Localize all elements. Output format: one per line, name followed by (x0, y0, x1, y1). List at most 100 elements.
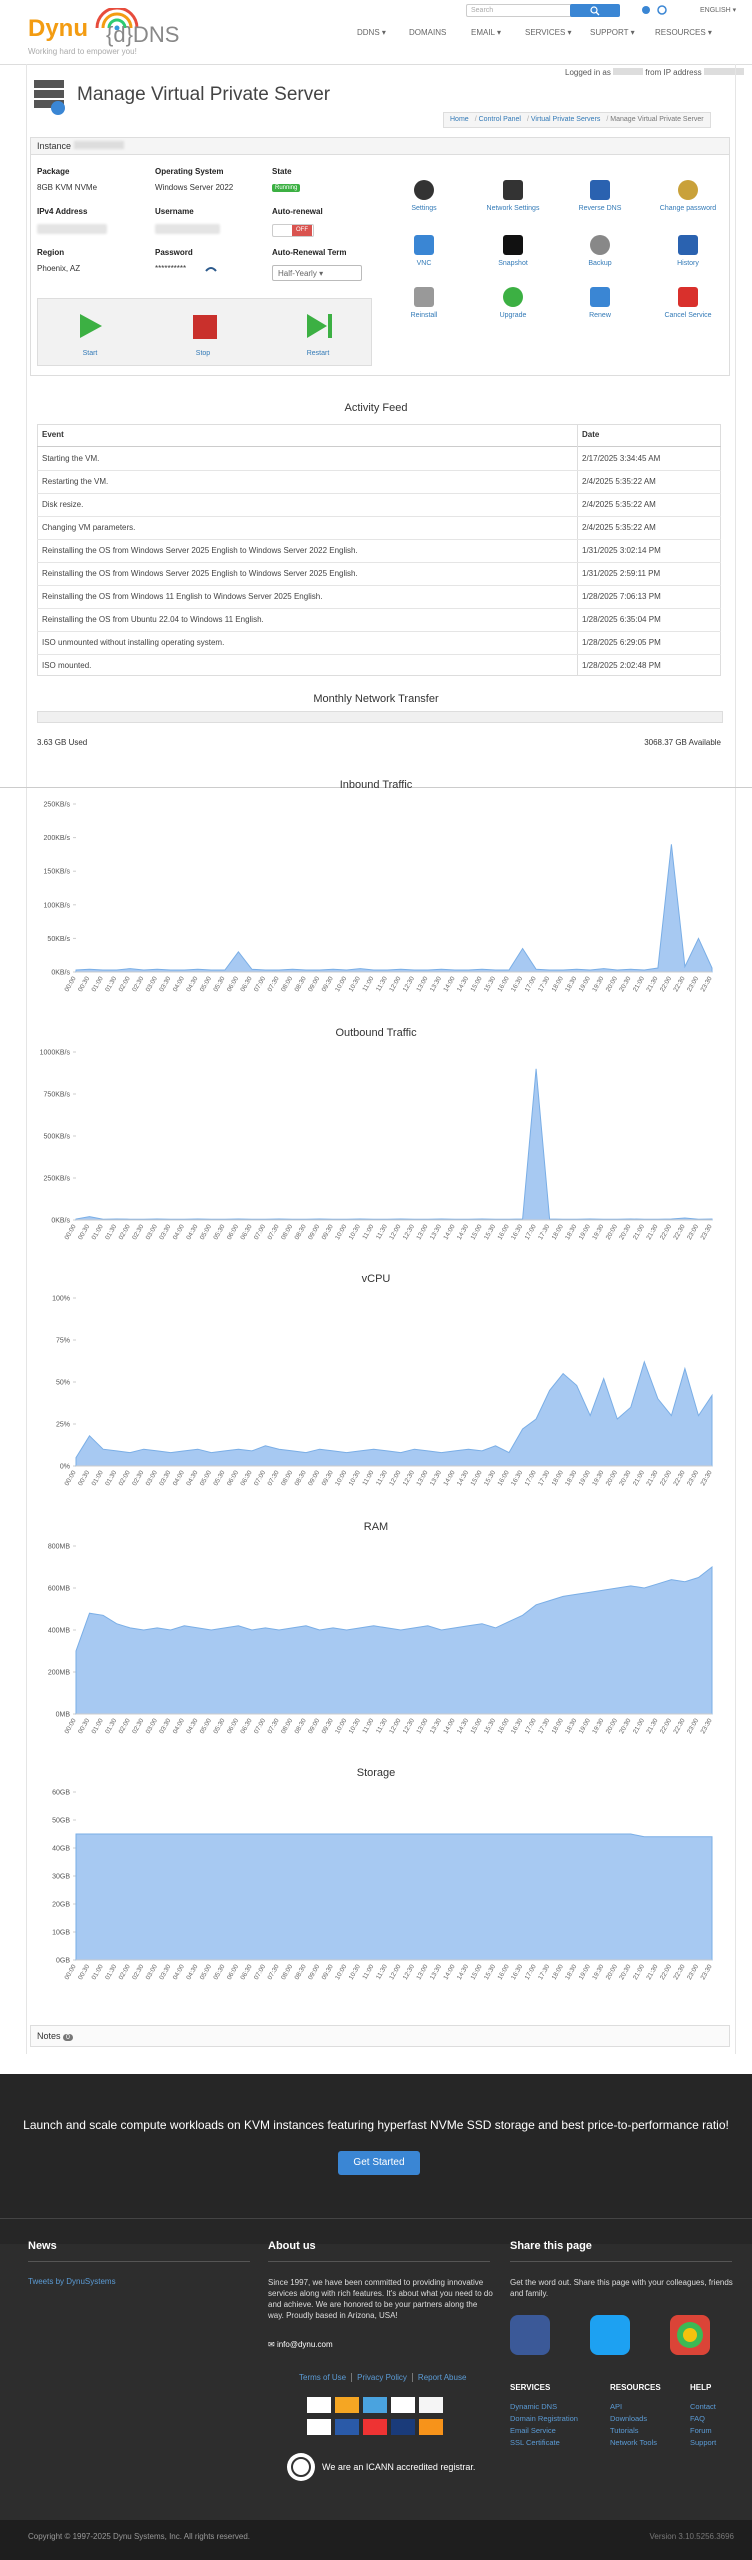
tool-icon[interactable] (411, 284, 437, 310)
footer-link[interactable]: Tutorials (610, 2426, 639, 2435)
language[interactable]: ENGLISH (700, 6, 736, 14)
power-label[interactable]: Stop (195, 350, 211, 357)
search-button[interactable] (570, 4, 620, 17)
legal-link[interactable]: Terms of Use (299, 2373, 347, 2382)
tool-glyph (590, 180, 610, 200)
y-tick-label: 75% (56, 1338, 70, 1345)
tool-icon[interactable] (411, 177, 437, 203)
tool-icon[interactable] (675, 284, 701, 310)
power-label[interactable]: Restart (306, 350, 330, 357)
x-tick-label: 09:00 (307, 975, 321, 993)
footer-link[interactable]: Support (690, 2438, 717, 2447)
tagline: Working hard to empower you! (28, 47, 137, 56)
eye-icon[interactable] (205, 266, 217, 274)
tool-label[interactable]: Renew (589, 312, 611, 319)
nav-item[interactable]: DOMAINS (409, 28, 447, 37)
tool-icon[interactable] (500, 284, 526, 310)
nav-item[interactable]: RESOURCES (655, 28, 712, 37)
select[interactable]: Half-Yearly (272, 265, 362, 281)
breadcrumb-item[interactable]: Control Panel (472, 113, 524, 127)
tool-label[interactable]: Backup (588, 260, 612, 267)
tool-label[interactable]: Network Settings (486, 205, 540, 212)
x-tick-label: 07:00 (253, 1717, 267, 1735)
tool-icon[interactable] (500, 232, 526, 258)
cta-button[interactable]: Get Started (338, 2151, 420, 2175)
tool-label[interactable]: Settings (411, 205, 437, 212)
tool-label[interactable]: Reverse DNS (578, 205, 622, 212)
x-tick-label: 03:00 (145, 1469, 159, 1487)
table-cell: 1/28/2025 6:35:04 PM (582, 615, 661, 624)
table-cell: 1/31/2025 3:02:14 PM (582, 546, 661, 555)
email-text[interactable]: info@dynu.com (276, 2340, 333, 2349)
footer-link[interactable]: Downloads (610, 2414, 648, 2423)
tool-icon[interactable] (411, 232, 437, 258)
tool-label[interactable]: VNC (416, 260, 432, 267)
nav-item[interactable]: SERVICES (525, 28, 572, 37)
news-link[interactable]: Tweets by DynuSystems (28, 2277, 116, 2286)
tool-label[interactable]: Cancel Service (664, 312, 712, 319)
x-tick-label: 06:30 (239, 1717, 253, 1735)
power-label[interactable]: Start (82, 350, 98, 357)
account-icons[interactable] (640, 4, 670, 17)
footer-rule (0, 2218, 752, 2219)
footer-link[interactable]: API (610, 2402, 623, 2411)
tool-icon[interactable] (500, 177, 526, 203)
x-tick-label: 02:30 (131, 1717, 145, 1735)
breadcrumb-item[interactable]: Virtual Private Servers (524, 113, 603, 127)
search-input[interactable]: Search (466, 4, 574, 17)
footer-link[interactable]: Domain Registration (510, 2414, 578, 2423)
x-tick-label: 14:00 (442, 1223, 456, 1241)
x-tick-label: 15:30 (483, 1223, 497, 1241)
table-cell: Changing VM parameters. (42, 523, 136, 532)
area (75, 844, 713, 973)
tool-label[interactable]: Snapshot (498, 260, 528, 267)
x-tick-label: 09:30 (321, 1963, 335, 1981)
x-tick-label: 07:30 (267, 1469, 281, 1487)
tool-icon[interactable] (675, 177, 701, 203)
tool-icon[interactable] (587, 232, 613, 258)
footer-link[interactable]: Contact (690, 2402, 716, 2411)
x-tick-label: 04:30 (185, 1223, 199, 1241)
x-tick-label: 07:30 (267, 1223, 281, 1241)
tool-label[interactable]: Reinstall (410, 312, 438, 319)
notes[interactable]: Notes 0 (37, 2031, 73, 2041)
x-tick-label: 05:00 (199, 1223, 213, 1241)
x-tick-label: 02:30 (131, 1469, 145, 1487)
x-tick-label: 22:00 (659, 1963, 673, 1981)
footer-link[interactable]: Network Tools (610, 2438, 657, 2447)
footer-link[interactable]: Email Service (510, 2426, 556, 2435)
footer-link[interactable]: SSL Certificate (510, 2438, 560, 2447)
x-tick-label: 12:00 (388, 975, 402, 993)
social-icons[interactable] (508, 2313, 738, 2359)
footer-link[interactable]: FAQ (690, 2414, 706, 2423)
nav-item[interactable]: EMAIL (471, 28, 501, 37)
logo[interactable]: Dynu (28, 15, 88, 42)
x-tick-label: 19:30 (591, 975, 605, 993)
legal-link[interactable]: Privacy Policy (351, 2373, 412, 2382)
tool-icon[interactable] (675, 232, 701, 258)
x-tick-label: 07:00 (253, 1223, 267, 1241)
about-rule (268, 2261, 490, 2262)
x-tick-label: 20:00 (605, 1717, 619, 1735)
nav-item[interactable]: DDNS (357, 28, 386, 37)
tool-label[interactable]: History (677, 260, 699, 267)
logged-in-text: Logged in as (565, 68, 611, 77)
x-tick-label: 04:30 (185, 975, 199, 993)
main-panel (26, 64, 736, 2054)
about-email[interactable]: ✉ info@dynu.com (268, 2340, 333, 2349)
tool-icon[interactable] (587, 284, 613, 310)
footer-link[interactable]: Dynamic DNS (510, 2402, 558, 2411)
x-tick-label: 09:30 (321, 1469, 335, 1487)
footer-link[interactable]: Forum (690, 2426, 712, 2435)
table-cell: 2/4/2025 5:35:22 AM (582, 500, 656, 509)
tool-icon[interactable] (587, 177, 613, 203)
breadcrumb-item[interactable]: Home (450, 116, 469, 123)
legal-link[interactable]: Report Abuse (411, 2373, 471, 2382)
nav-item[interactable]: SUPPORT (590, 28, 635, 37)
x-tick-label: 13:00 (415, 1469, 429, 1487)
logo-dns[interactable]: {d}DNS (106, 22, 180, 47)
tool-label[interactable]: Upgrade (499, 312, 527, 319)
notes-panel[interactable] (30, 2025, 730, 2047)
tool-label[interactable]: Change password (659, 205, 717, 212)
